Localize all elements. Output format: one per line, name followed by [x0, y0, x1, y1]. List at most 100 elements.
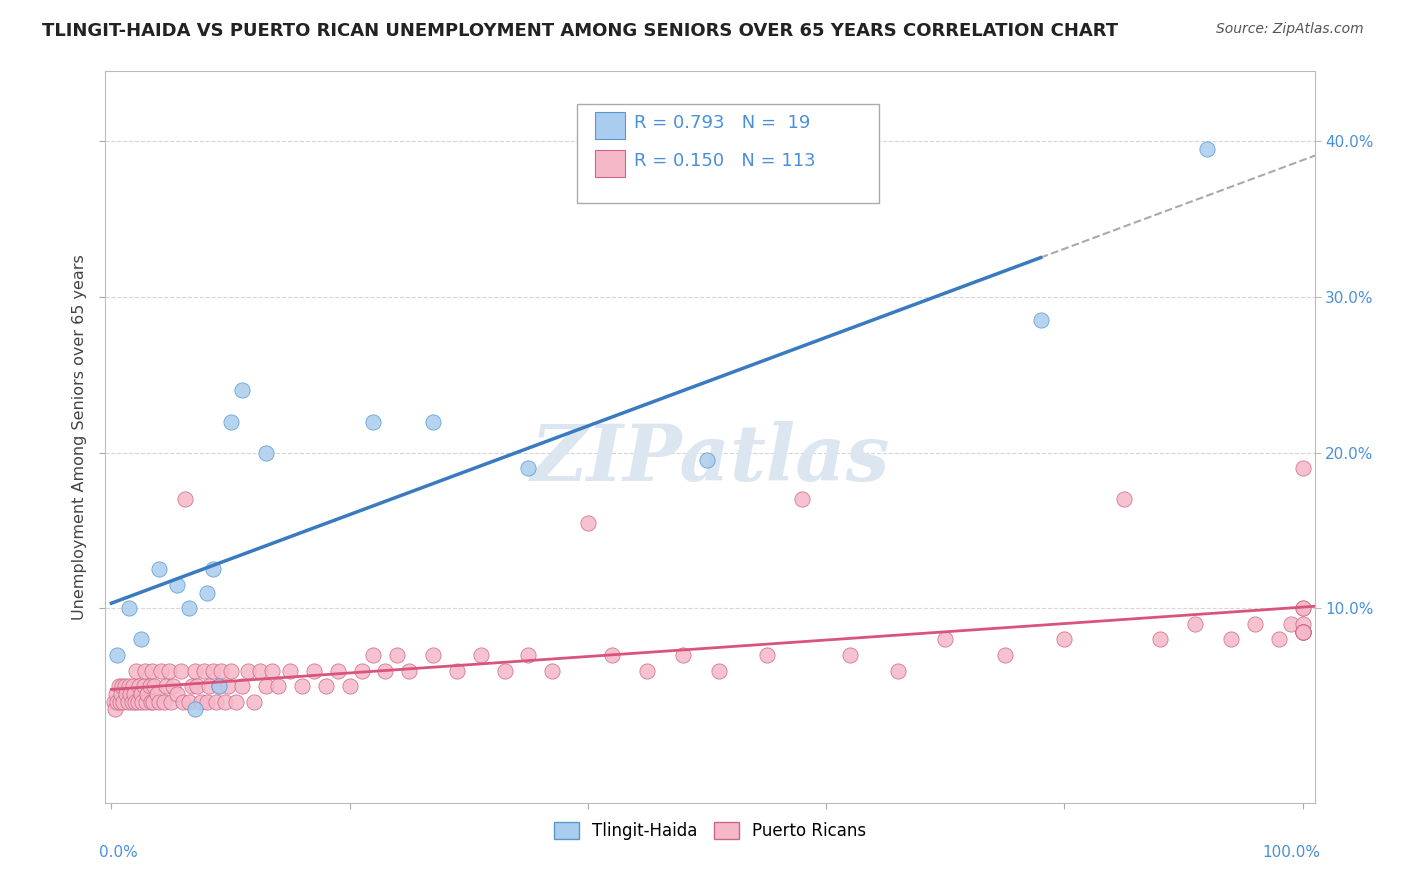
Point — [129, 687, 152, 701]
Point — [166, 578, 188, 592]
Point — [1292, 624, 1315, 639]
Point — [249, 664, 271, 678]
Point — [195, 585, 218, 599]
Point — [177, 601, 200, 615]
Point — [302, 664, 325, 678]
Legend: Tlingit-Haida, Puerto Ricans: Tlingit-Haida, Puerto Ricans — [547, 815, 873, 847]
Point — [148, 695, 170, 709]
Point — [105, 648, 128, 662]
Point — [696, 453, 718, 467]
Point — [114, 687, 136, 701]
Point — [839, 648, 862, 662]
Point — [886, 664, 908, 678]
Point — [201, 664, 224, 678]
Point — [108, 695, 131, 709]
Point — [105, 695, 128, 709]
Point — [107, 679, 129, 693]
Point — [195, 695, 218, 709]
Point — [1220, 632, 1243, 647]
Point — [243, 695, 266, 709]
Point — [117, 695, 139, 709]
Point — [186, 679, 208, 693]
Point — [1292, 461, 1315, 475]
Point — [169, 664, 191, 678]
Point — [422, 415, 444, 429]
Point — [707, 664, 730, 678]
Point — [142, 695, 165, 709]
Point — [105, 687, 128, 701]
Point — [374, 664, 396, 678]
Point — [184, 702, 207, 716]
Point — [114, 679, 136, 693]
Point — [214, 695, 236, 709]
Point — [326, 664, 349, 678]
Point — [517, 461, 540, 475]
Point — [231, 679, 253, 693]
Point — [181, 679, 204, 693]
Point — [1112, 492, 1135, 507]
FancyBboxPatch shape — [576, 104, 879, 203]
Point — [207, 679, 229, 693]
Point — [125, 664, 148, 678]
Point — [111, 679, 134, 693]
Point — [1184, 616, 1206, 631]
Point — [1292, 601, 1315, 615]
Point — [162, 679, 184, 693]
Text: TLINGIT-HAIDA VS PUERTO RICAN UNEMPLOYMENT AMONG SENIORS OVER 65 YEARS CORRELATI: TLINGIT-HAIDA VS PUERTO RICAN UNEMPLOYME… — [42, 22, 1118, 40]
Point — [174, 492, 197, 507]
Point — [160, 695, 183, 709]
Point — [470, 648, 492, 662]
Point — [1292, 624, 1315, 639]
FancyBboxPatch shape — [595, 150, 626, 178]
Point — [193, 664, 215, 678]
Point — [209, 664, 232, 678]
Point — [278, 664, 301, 678]
Point — [118, 679, 141, 693]
Point — [103, 695, 125, 709]
Point — [138, 679, 160, 693]
Point — [219, 664, 242, 678]
Point — [494, 664, 516, 678]
Point — [339, 679, 361, 693]
Point — [267, 679, 290, 693]
Point — [121, 679, 143, 693]
Point — [177, 695, 200, 709]
Point — [1197, 142, 1219, 156]
Point — [517, 648, 540, 662]
Point — [262, 664, 284, 678]
Point — [350, 664, 373, 678]
Point — [672, 648, 695, 662]
Point — [315, 679, 337, 693]
Text: 0.0%: 0.0% — [100, 846, 138, 860]
Point — [217, 679, 239, 693]
Point — [1149, 632, 1171, 647]
Point — [576, 516, 599, 530]
Point — [134, 664, 156, 678]
Point — [155, 679, 177, 693]
Point — [600, 648, 623, 662]
Point — [1292, 624, 1315, 639]
Point — [1292, 624, 1315, 639]
Point — [131, 695, 153, 709]
Point — [422, 648, 444, 662]
Text: Source: ZipAtlas.com: Source: ZipAtlas.com — [1216, 22, 1364, 37]
Point — [363, 415, 385, 429]
Point — [129, 632, 152, 647]
Point — [994, 648, 1017, 662]
Point — [254, 445, 277, 459]
Point — [150, 664, 173, 678]
Point — [127, 695, 149, 709]
Text: 100.0%: 100.0% — [1263, 846, 1320, 860]
Point — [637, 664, 659, 678]
Point — [1292, 624, 1315, 639]
Point — [205, 695, 228, 709]
Point — [201, 562, 224, 576]
Point — [1292, 624, 1315, 639]
Point — [112, 695, 135, 709]
Point — [184, 664, 207, 678]
Point — [363, 648, 385, 662]
Point — [128, 679, 150, 693]
Point — [135, 695, 157, 709]
Text: ZIPatlas: ZIPatlas — [530, 421, 890, 497]
Text: R = 0.150   N = 113: R = 0.150 N = 113 — [634, 153, 815, 170]
